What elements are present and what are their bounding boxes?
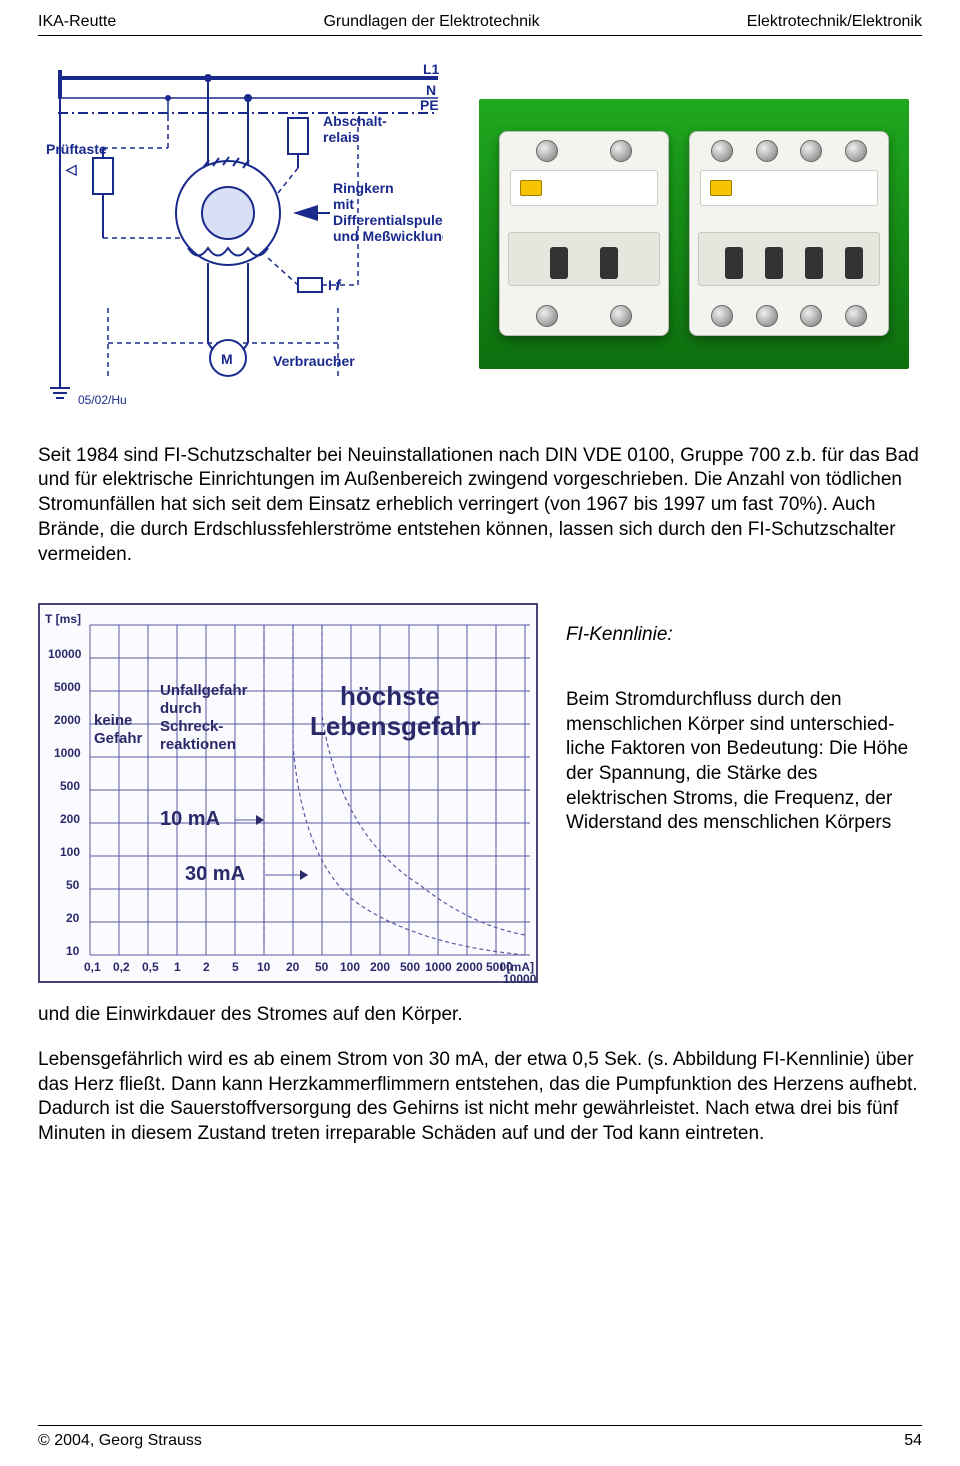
page-footer: © 2004, Georg Strauss 54 [38,1431,922,1452]
header-left: IKA-Reutte [38,12,116,33]
svg-text:200: 200 [370,960,390,974]
svg-text:20: 20 [286,960,300,974]
header-right: Elektrotechnik/Elektronik [747,12,922,33]
fi-kennlinie-text: FI-Kennlinie: Beim Stromdurchfluss durch… [566,603,922,836]
threshold-30ma: 30 mA [185,863,245,885]
fi-device-2pole [499,131,669,336]
svg-text:1: 1 [174,960,181,974]
fi-schematic-svg: L1 N PE Prüftaste I ◁ [38,58,443,410]
label-abschaltrelais: Abschalt- relais [323,113,391,145]
section-title-fi-kennlinie: FI-Kennlinie: [566,623,922,648]
footer-left: © 2004, Georg Strauss [38,1431,202,1452]
svg-text:1000: 1000 [54,746,81,760]
svg-text:50: 50 [315,960,329,974]
test-button-icon [520,180,542,196]
svg-text:1000: 1000 [425,960,452,974]
figure-row-1: L1 N PE Prüftaste I ◁ [38,58,922,410]
zone-unfallgefahr: Unfallgefahr durch Schreck- reaktionen [160,682,252,753]
svg-text:10000: 10000 [48,647,82,661]
fi-device-4pole [689,131,889,336]
fi-kennlinie-body: Beim Stromdurchfluss durch den menschlic… [566,688,922,836]
figure-row-2: T [ms] 10000 5000 2000 1000 500 200 100 … [38,603,922,983]
label-ringkern: Ringkern mit Differentialspulen und Meßw… [333,180,443,244]
svg-text:10: 10 [257,960,271,974]
footer-page-number: 54 [904,1431,922,1452]
page-header: IKA-Reutte Grundlagen der Elektrotechnik… [0,0,960,35]
svg-text:M: M [221,351,233,367]
svg-text:500: 500 [400,960,420,974]
fi-kennlinie-chart: T [ms] 10000 5000 2000 1000 500 200 100 … [38,603,538,983]
label-L1: L1 [423,61,440,77]
header-center: Grundlagen der Elektrotechnik [323,12,539,33]
label-prueftaste: Prüftaste [46,141,107,157]
label-PE: PE [420,97,439,113]
svg-text:100: 100 [60,845,80,859]
label-corner: 05/02/Hu [78,393,127,407]
svg-text:10: 10 [66,944,80,958]
paragraph-intro: Seit 1984 sind FI-Schutzschalter bei Neu… [38,444,922,567]
zone-keine-gefahr: keineGefahr [94,712,143,747]
svg-text:20: 20 [66,911,80,925]
fi-device-photo [479,99,909,369]
label-N: N [426,82,436,98]
wrap-line: und die Einwirkdauer des Stromes auf den… [38,1003,922,1028]
fi-schematic: L1 N PE Prüftaste I ◁ [38,58,443,410]
svg-text:0,1: 0,1 [84,960,101,974]
threshold-10ma: 10 mA [160,808,220,830]
paragraph-danger: Lebensgefährlich wird es ab einem Strom … [38,1048,922,1147]
test-button-icon [710,180,732,196]
footer-rule [38,1425,922,1426]
svg-text:5000: 5000 [54,680,81,694]
svg-text:0,2: 0,2 [113,960,130,974]
svg-text:0,5: 0,5 [142,960,159,974]
svg-text:2000: 2000 [54,713,81,727]
svg-text:50: 50 [66,878,80,892]
fi-chart-svg: T [ms] 10000 5000 2000 1000 500 200 100 … [40,605,540,985]
page-content: L1 N PE Prüftaste I ◁ [0,36,960,1147]
chart-x-title: I [mA] [500,960,534,974]
svg-text:200: 200 [60,812,80,826]
svg-text:2: 2 [203,960,210,974]
svg-text:100: 100 [340,960,360,974]
chart-y-title: T [ms] [45,612,81,626]
svg-text:5: 5 [232,960,239,974]
svg-text:500: 500 [60,779,80,793]
label-verbraucher: Verbraucher [273,353,355,369]
svg-text:2000: 2000 [456,960,483,974]
zone-hoechste: höchste Lebensgefahr [310,681,481,741]
